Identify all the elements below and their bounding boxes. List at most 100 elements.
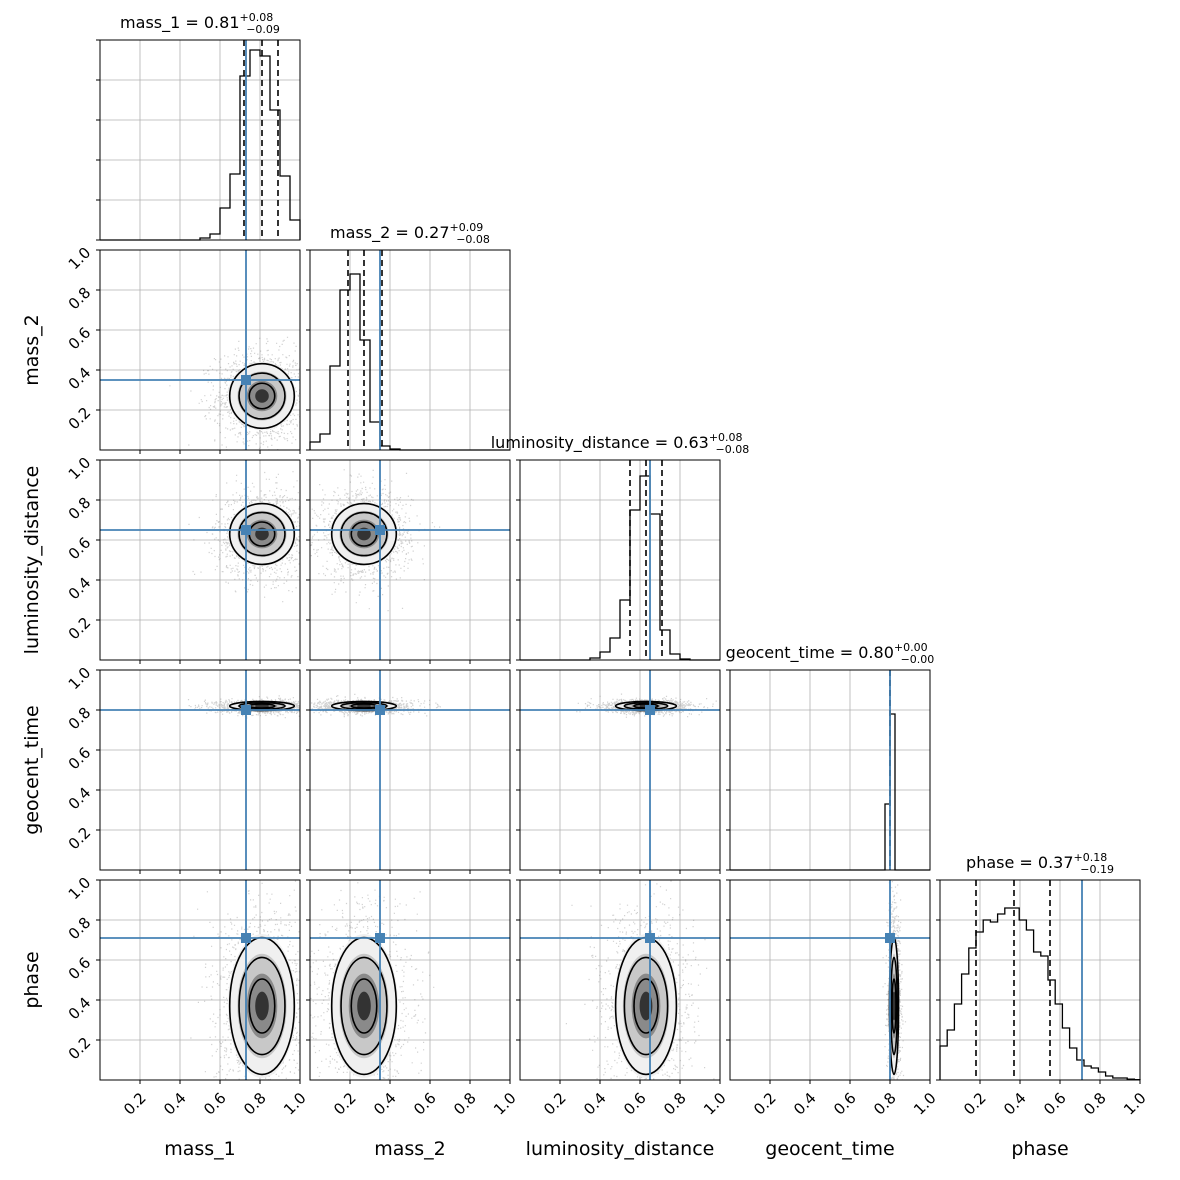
truth-marker xyxy=(241,525,251,535)
scatter-panel-luminosity_distance-vs-phase xyxy=(516,879,721,1084)
y-axis-label-phase: phase xyxy=(21,951,43,1008)
contour-line xyxy=(633,978,659,1034)
x-tick-label: 1.0 xyxy=(280,1089,310,1119)
title-minus: −0.19 xyxy=(1080,863,1114,876)
title-plus: +0.08 xyxy=(240,11,274,24)
axes-frame xyxy=(939,879,1141,1081)
histogram-step xyxy=(100,49,301,241)
density-level xyxy=(357,991,371,1021)
axes-frame xyxy=(309,879,511,1081)
panel-title-mass_1: mass_1 = 0.81+0.08 −0.09 xyxy=(120,11,280,36)
y-axis-label-luminosity_distance: luminosity_distance xyxy=(21,466,43,655)
y-tick-label: 1.0 xyxy=(65,664,95,694)
y-axis-label-mass_2: mass_2 xyxy=(21,314,43,386)
truth-marker xyxy=(241,933,251,943)
x-tick-label: 0.2 xyxy=(120,1089,150,1119)
x-tick-label: 0.2 xyxy=(960,1089,990,1119)
contour-line xyxy=(350,978,378,1034)
histogram-panel-geocent_time: geocent_time = 0.80+0.00 −0.00 xyxy=(726,641,935,871)
truth-marker xyxy=(645,705,655,715)
title-minus: −0.09 xyxy=(246,23,280,36)
title-plus: +0.09 xyxy=(450,221,484,234)
x-tick-label: 0.6 xyxy=(830,1089,860,1119)
x-tick-label: 0.4 xyxy=(1000,1089,1030,1119)
scatter-panel-mass_2-vs-luminosity_distance xyxy=(306,459,511,664)
scatter-panel-geocent_time-vs-phase xyxy=(726,879,931,1084)
contour-line xyxy=(623,956,669,1056)
x-axis-label-phase: phase xyxy=(1011,1138,1068,1160)
histogram-step xyxy=(309,273,510,451)
axes-frame xyxy=(99,249,301,451)
y-tick-label: 0.2 xyxy=(65,614,95,644)
x-tick-label: 0.4 xyxy=(370,1089,400,1119)
title-plus: +0.18 xyxy=(1074,851,1108,864)
sample-points xyxy=(188,471,300,603)
x-tick-label: 0.4 xyxy=(160,1089,190,1119)
x-tick-label: 0.8 xyxy=(1080,1089,1110,1119)
density-level xyxy=(255,991,269,1021)
x-axis-luminosity_distance: 0.2 0.4 0.6 0.8 1.0 luminosity_distance xyxy=(526,1089,730,1160)
axes-frame xyxy=(519,879,721,1081)
truth-marker xyxy=(241,705,251,715)
panel-contents xyxy=(100,670,300,870)
x-axis-geocent_time: 0.2 0.4 0.6 0.8 1.0 geocent_time xyxy=(750,1089,940,1160)
y-tick-label: 0.2 xyxy=(65,1034,95,1064)
scatter-panel-mass_1-vs-phase: 0.2 0.4 0.6 0.8 1.0 phase xyxy=(21,874,301,1084)
x-axis-mass_1: 0.2 0.4 0.6 0.8 1.0 mass_1 xyxy=(120,1089,310,1160)
y-axis-label-geocent_time: geocent_time xyxy=(21,705,43,834)
y-tick-label: 0.4 xyxy=(65,364,95,394)
y-tick-label: 0.2 xyxy=(65,404,95,434)
axes-frame xyxy=(99,39,301,241)
sample-points xyxy=(190,880,300,1080)
x-tick-label: 0.8 xyxy=(660,1089,690,1119)
contour-line xyxy=(228,362,296,430)
x-tick-label: 0.8 xyxy=(870,1089,900,1119)
contour-line xyxy=(891,978,897,1034)
x-tick-label: 0.6 xyxy=(200,1089,230,1119)
title-minus: −0.00 xyxy=(901,653,935,666)
contour-line xyxy=(340,511,388,557)
axes-frame xyxy=(309,459,511,661)
axes-frame xyxy=(729,879,931,1081)
x-tick-label: 0.8 xyxy=(240,1089,270,1119)
y-tick-label: 0.8 xyxy=(65,494,95,524)
title-prefix: luminosity_distance = xyxy=(491,433,673,453)
title-plus: +0.00 xyxy=(894,641,928,654)
axes-frame xyxy=(99,879,301,1081)
panel-contents xyxy=(100,250,300,450)
y-tick-label: 0.6 xyxy=(65,744,95,774)
panel-title-mass_2: mass_2 = 0.27+0.09 −0.08 xyxy=(330,221,490,246)
truth-marker xyxy=(885,933,895,943)
axes-frame xyxy=(309,669,511,871)
axes-frame xyxy=(99,459,301,661)
y-tick-label: 0.8 xyxy=(65,284,95,314)
x-tick-label: 0.2 xyxy=(750,1089,780,1119)
panel-contents xyxy=(100,460,300,660)
contour-line xyxy=(248,382,276,410)
title-minus: −0.08 xyxy=(716,443,750,456)
x-axis-phase: 0.2 0.4 0.6 0.8 1.0 phase xyxy=(960,1080,1150,1160)
x-tick-label: 0.2 xyxy=(330,1089,360,1119)
x-axis-mass_2: 0.2 0.4 0.6 0.8 1.0 mass_2 xyxy=(330,1089,520,1160)
y-tick-label: 0.6 xyxy=(65,324,95,354)
axes-frame xyxy=(309,249,511,451)
scatter-panel-mass_2-vs-geocent_time xyxy=(306,669,511,874)
x-tick-label: 0.4 xyxy=(790,1089,820,1119)
y-tick-label: 0.4 xyxy=(65,784,95,814)
truth-marker xyxy=(645,933,655,943)
contour-line xyxy=(228,502,296,566)
title-median: 0.81 xyxy=(204,13,240,32)
panel-title-geocent_time: geocent_time = 0.80+0.00 −0.00 xyxy=(726,641,935,666)
y-tick-label: 1.0 xyxy=(65,454,95,484)
y-tick-label: 0.8 xyxy=(65,704,95,734)
y-tick-label: 0.6 xyxy=(65,534,95,564)
title-minus: −0.08 xyxy=(456,233,490,246)
histogram-step xyxy=(939,907,1141,1081)
truth-marker xyxy=(241,375,251,385)
title-prefix: mass_1 = xyxy=(120,13,204,33)
panel-title-phase: phase = 0.37+0.18 −0.19 xyxy=(966,851,1114,876)
histogram-panel-luminosity_distance: luminosity_distance = 0.63+0.08 −0.08 xyxy=(491,431,750,661)
x-axis-label-mass_1: mass_1 xyxy=(164,1138,236,1160)
contour-line xyxy=(340,956,388,1056)
